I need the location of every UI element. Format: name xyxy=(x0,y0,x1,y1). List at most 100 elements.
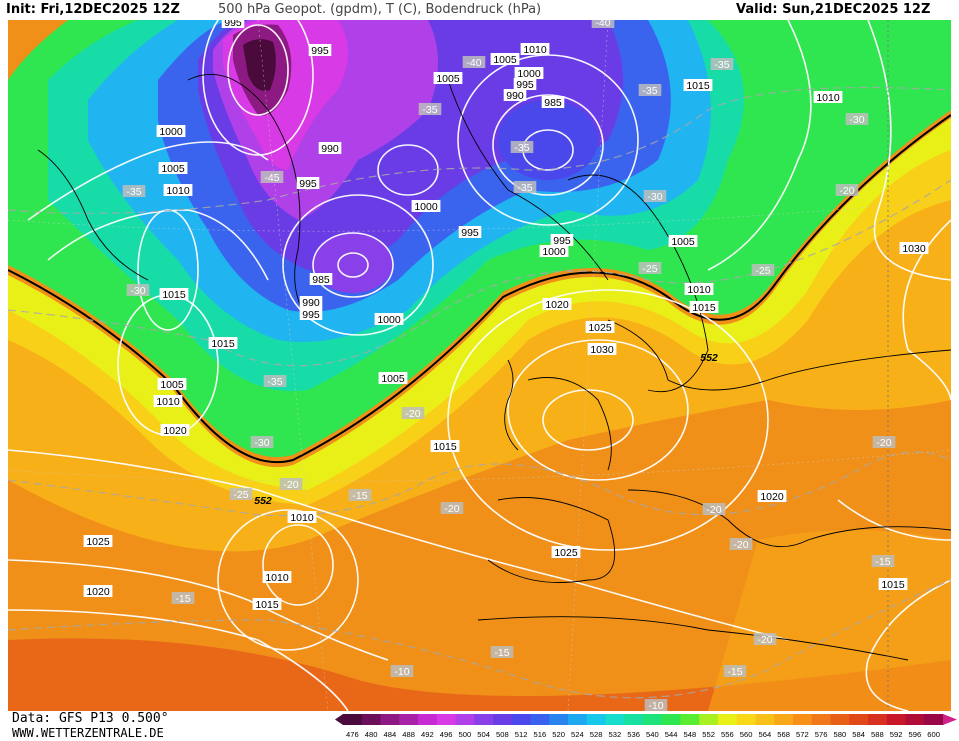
svg-text:1005: 1005 xyxy=(161,163,185,175)
temperature-label: -30 xyxy=(126,284,150,297)
svg-text:990: 990 xyxy=(506,90,524,102)
legend-value: 552 xyxy=(702,730,715,739)
pressure-label: 1000 xyxy=(374,313,404,326)
svg-text:1030: 1030 xyxy=(902,243,926,255)
svg-text:995: 995 xyxy=(461,227,479,239)
legend-value: 508 xyxy=(496,730,509,739)
svg-text:-35: -35 xyxy=(422,104,437,116)
pressure-label: 1005 xyxy=(157,378,187,391)
svg-text:-40: -40 xyxy=(466,57,481,69)
legend-value: 580 xyxy=(834,730,847,739)
legend-value: 588 xyxy=(871,730,884,739)
legend-value: 532 xyxy=(609,730,622,739)
svg-text:1010: 1010 xyxy=(156,396,180,408)
legend-swatch xyxy=(586,714,606,725)
temperature-label: -20 xyxy=(835,184,859,197)
svg-text:-25: -25 xyxy=(642,263,657,275)
legend-value: 520 xyxy=(552,730,565,739)
pressure-label: 1005 xyxy=(490,53,520,66)
graticule xyxy=(8,20,951,711)
svg-text:-40: -40 xyxy=(595,20,610,29)
legend-value: 560 xyxy=(740,730,753,739)
legend-swatch xyxy=(380,714,400,725)
legend-value: 524 xyxy=(571,730,584,739)
temperature-label: -20 xyxy=(401,407,425,420)
svg-text:-35: -35 xyxy=(714,59,729,71)
legend-value: 488 xyxy=(402,730,415,739)
svg-text:-15: -15 xyxy=(875,556,890,568)
legend-swatch xyxy=(661,714,681,725)
legend-swatch xyxy=(793,714,813,725)
pressure-label: 1015 xyxy=(683,79,713,92)
pressure-label: 990 xyxy=(299,296,323,309)
svg-text:995: 995 xyxy=(224,20,242,29)
svg-text:1000: 1000 xyxy=(377,314,401,326)
pressure-label: 1005 xyxy=(378,372,408,385)
svg-text:-20: -20 xyxy=(733,539,748,551)
field-low-iceland xyxy=(313,233,393,293)
temperature-label: -20 xyxy=(440,502,464,515)
pressure-label: 1010 xyxy=(287,511,317,524)
svg-text:995: 995 xyxy=(516,79,534,91)
legend-value: 500 xyxy=(459,730,472,739)
temperature-label: -20 xyxy=(753,633,777,646)
legend-value: 556 xyxy=(721,730,734,739)
legend-arrow-right xyxy=(943,714,957,725)
svg-text:995: 995 xyxy=(553,235,571,247)
temperature-label: -20 xyxy=(279,478,303,491)
pressure-label: 1015 xyxy=(208,337,238,350)
legend-swatch xyxy=(361,714,381,725)
svg-text:-30: -30 xyxy=(254,437,269,449)
legend-swatch xyxy=(511,714,531,725)
isotherms xyxy=(8,86,951,699)
svg-text:1015: 1015 xyxy=(433,441,457,453)
svg-text:-10: -10 xyxy=(648,700,663,711)
valid-time: Valid: Sun,21DEC2025 12Z xyxy=(736,2,931,17)
legend-value: 584 xyxy=(852,730,865,739)
map-header: Init: Fri,12DEC2025 12Z 500 hPa Geopot. … xyxy=(0,0,959,20)
legend-value: 592 xyxy=(890,730,903,739)
legend-swatch xyxy=(774,714,794,725)
svg-text:1005: 1005 xyxy=(381,373,405,385)
legend-swatch xyxy=(605,714,625,725)
svg-text:1005: 1005 xyxy=(671,236,695,248)
legend-swatch xyxy=(493,714,513,725)
pressure-label: 1010 xyxy=(153,395,183,408)
temperature-label: -40 xyxy=(462,56,486,69)
legend-value: 504 xyxy=(477,730,490,739)
svg-text:995: 995 xyxy=(311,45,329,57)
temperature-label: -20 xyxy=(729,538,753,551)
pressure-label: 1020 xyxy=(160,424,190,437)
data-source: Data: GFS P13 0.500° xyxy=(12,711,169,726)
svg-text:-15: -15 xyxy=(352,490,367,502)
legend-value: 596 xyxy=(909,730,922,739)
svg-text:-25: -25 xyxy=(755,265,770,277)
legend-swatch xyxy=(924,714,944,725)
svg-text:1000: 1000 xyxy=(414,201,438,213)
pressure-label: 1010 xyxy=(684,283,714,296)
pressure-label: 995 xyxy=(299,308,323,321)
legend-swatch xyxy=(811,714,831,725)
legend-swatch xyxy=(436,714,456,725)
pressure-label: 1020 xyxy=(83,585,113,598)
legend-swatch xyxy=(549,714,569,725)
pressure-label: 995 xyxy=(221,20,245,29)
legend-swatch xyxy=(905,714,925,725)
svg-text:-10: -10 xyxy=(394,666,409,678)
svg-text:1005: 1005 xyxy=(436,73,460,85)
temperature-label: -15 xyxy=(723,665,747,678)
svg-text:-15: -15 xyxy=(175,593,190,605)
svg-text:1015: 1015 xyxy=(162,289,186,301)
svg-text:1000: 1000 xyxy=(542,246,566,258)
temperature-label: -30 xyxy=(643,190,667,203)
pressure-label: 1010 xyxy=(163,184,193,197)
svg-text:-20: -20 xyxy=(839,185,854,197)
svg-text:1000: 1000 xyxy=(159,126,183,138)
pressure-label: 1025 xyxy=(551,546,581,559)
site-url: WWW.WETTERZENTRALE.DE xyxy=(12,726,164,740)
temperature-label: -25 xyxy=(751,264,775,277)
svg-text:552: 552 xyxy=(700,352,718,364)
pressure-label: 985 xyxy=(541,96,565,109)
svg-text:-25: -25 xyxy=(233,489,248,501)
